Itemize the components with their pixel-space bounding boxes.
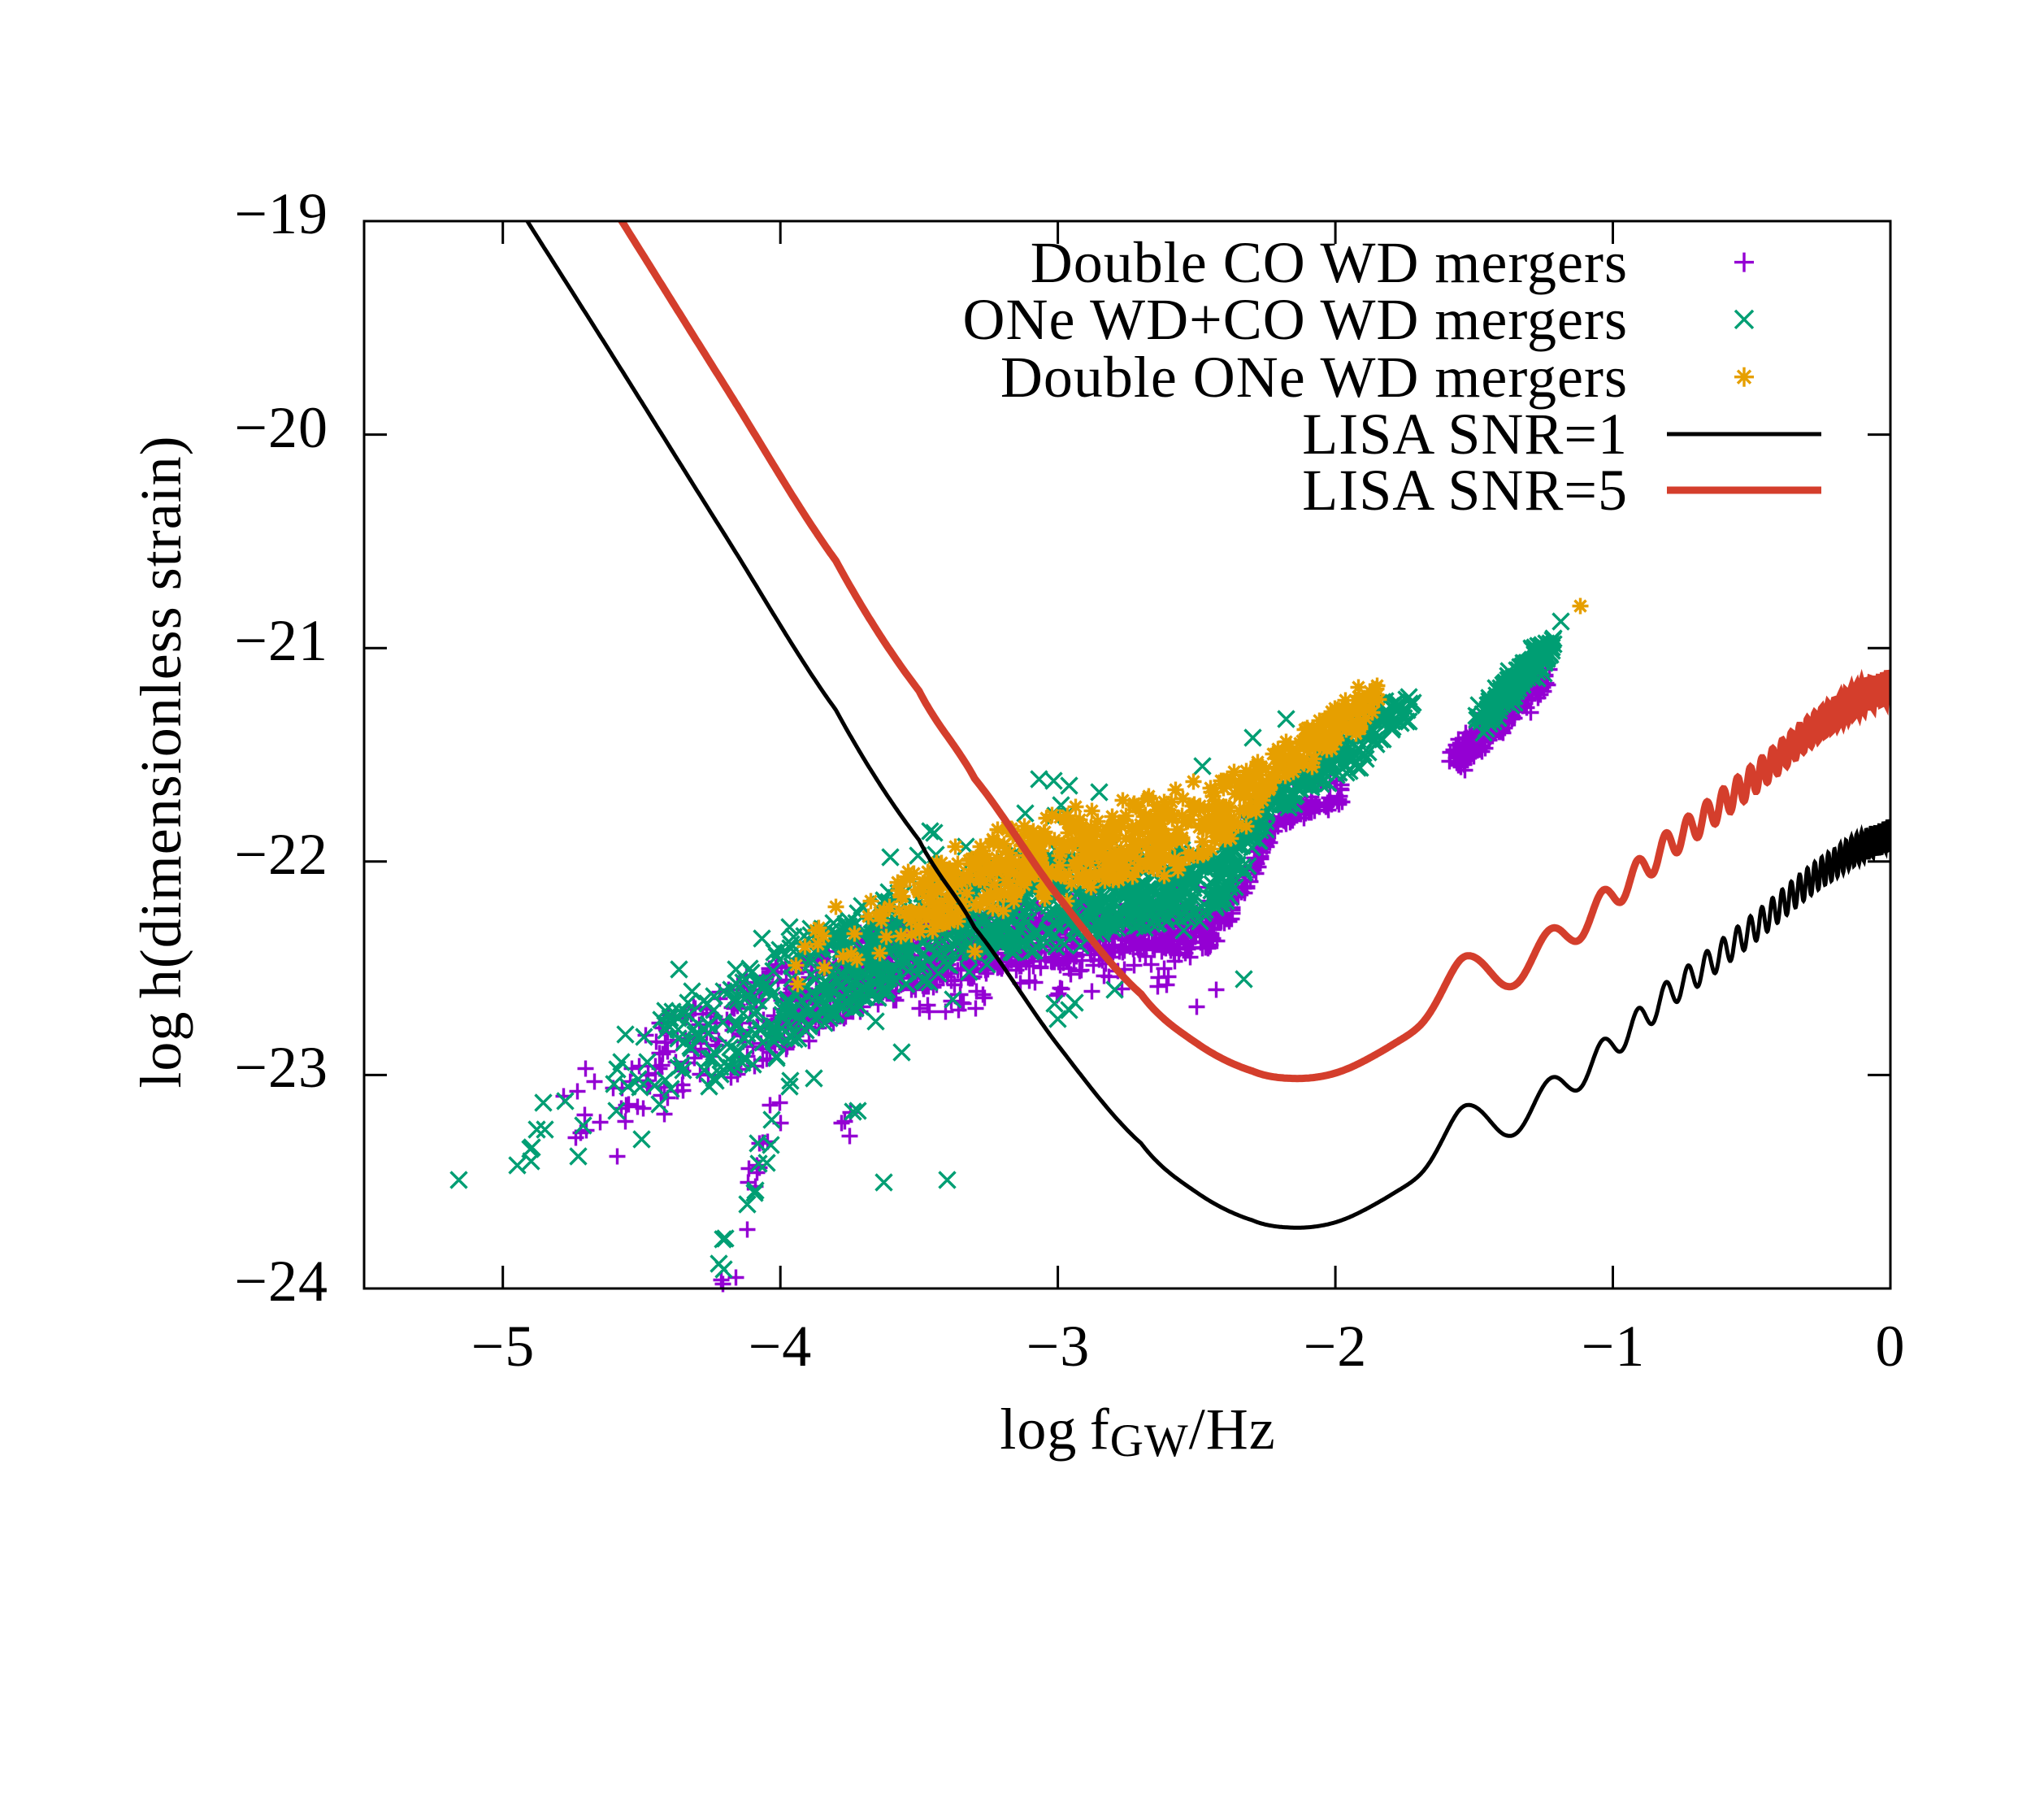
svg-text:−21: −21: [234, 608, 328, 673]
svg-text:−19: −19: [234, 181, 328, 246]
svg-text:0: 0: [1876, 1314, 1906, 1379]
svg-text:log h(dimensionless strain): log h(dimensionless strain): [128, 435, 193, 1088]
svg-text:LISA SNR=5: LISA SNR=5: [1302, 458, 1628, 523]
svg-text:−4: −4: [749, 1314, 813, 1379]
svg-text:−23: −23: [234, 1035, 328, 1100]
svg-text:Double ONe WD mergers: Double ONe WD mergers: [1000, 345, 1628, 410]
svg-text:−5: −5: [471, 1314, 536, 1379]
svg-text:ONe WD+CO WD mergers: ONe WD+CO WD mergers: [963, 287, 1628, 352]
svg-text:−20: −20: [234, 395, 328, 460]
svg-text:−2: −2: [1304, 1314, 1368, 1379]
svg-text:−24: −24: [234, 1249, 328, 1314]
svg-text:−1: −1: [1582, 1314, 1646, 1379]
svg-text:Double CO WD mergers: Double CO WD mergers: [1031, 230, 1628, 295]
svg-text:−3: −3: [1026, 1314, 1091, 1379]
svg-text:LISA SNR=1: LISA SNR=1: [1302, 402, 1628, 467]
svg-text:−22: −22: [234, 822, 328, 887]
